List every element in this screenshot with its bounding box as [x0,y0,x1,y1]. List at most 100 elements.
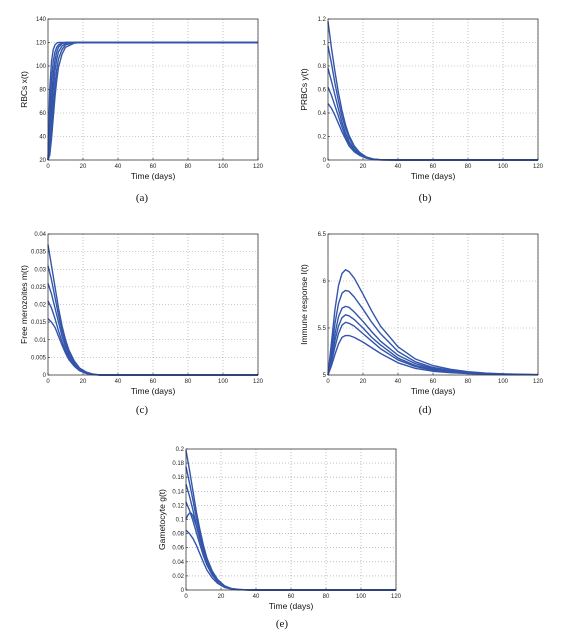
x-tick-label: 20 [218,594,225,600]
y-tick-label: 0.18 [172,461,184,467]
y-tick-label: 0.005 [31,355,47,361]
x-tick-label: 80 [465,164,472,170]
plot-frame [47,233,259,376]
y-tick-label: 0 [43,373,47,379]
chart-c-svg: 0 20 40 60 80 100 120 0 0.005 0.01 0.015 0.02 0.025 0… [19,232,264,396]
x-tick-label: 0 [46,164,50,170]
plot-frame [327,233,539,376]
x-tick-label: 40 [395,379,402,385]
x-tick-label: 120 [533,164,544,170]
y-tick-label: 0.2 [318,135,327,141]
caption-a: (a) [135,192,149,204]
x-tick-label: 60 [430,379,437,385]
x-tick-label: 80 [323,594,330,600]
x-tick-label: 60 [288,594,295,600]
y-tick-label: 0.2 [176,447,185,453]
y-tick-label: 6 [323,279,327,285]
x-tick-label: 100 [218,164,229,170]
y-tick-label: 80 [39,88,46,94]
chart-panel-c: 0 20 40 60 80 100 120 0 0.005 0.01 0.015 0.02 0.025 0… [0,215,280,420]
chart-d-svg: 0 20 40 60 80 100 120 5 5.5 6 6.5 Time (days) Immune… [299,232,544,396]
y-tick-label: 0.1 [176,518,185,524]
y-tick-label: 0.02 [34,303,46,309]
series-line-d-6 [327,334,539,376]
y-tick-label: 20 [39,158,46,164]
x-tick-label: 40 [395,164,402,170]
y-tick-label: 0 [323,158,327,164]
x-tick-label: 20 [80,164,87,170]
y-tick-label: 0.14 [172,489,184,495]
x-tick-label: 40 [115,379,122,385]
x-axis-label: Time (days) [411,171,456,181]
x-tick-label: 100 [498,379,509,385]
caption-c: (c) [135,404,149,416]
y-tick-label: 100 [36,64,47,70]
y-tick-label: 0 [181,588,185,594]
y-tick-label: 0.035 [31,250,47,256]
y-tick-label: 0.04 [172,560,184,566]
x-tick-label: 120 [533,379,544,385]
x-axis-label: Time (days) [131,171,176,181]
y-tick-label: 0.03 [34,267,46,273]
x-tick-label: 40 [253,594,260,600]
y-tick-label: 0.06 [172,546,184,552]
caption-d: (d) [418,404,432,416]
x-tick-label: 0 [326,379,330,385]
x-tick-label: 120 [253,164,264,170]
series-line-a-6 [47,41,258,161]
y-tick-label: 6.5 [318,232,327,238]
x-tick-label: 60 [150,164,157,170]
series-line-b-4 [327,86,538,161]
x-axis-label: Time (days) [269,601,314,611]
chart-panel-e: 0 20 40 60 80 100 120 0 0.02 0.04 0.06 0.08 0.1 0.12 0… [140,430,420,635]
y-tick-label: 0.01 [34,338,46,344]
y-tick-label: 60 [39,111,46,117]
y-axis-label: Immune response I(t) [299,264,309,345]
chart-panel-b: 0 20 40 60 80 100 120 0 0.2 0.4 0.6 0.8 1 1.2 Time (da… [285,0,563,205]
caption-b: (b) [418,192,432,204]
y-axis-label: PRBCs y(t) [299,68,309,111]
y-tick-label: 0.08 [172,532,184,538]
y-tick-label: 1.2 [318,17,327,23]
y-tick-label: 0.02 [172,574,184,580]
x-tick-label: 80 [465,379,472,385]
x-tick-label: 20 [360,164,367,170]
y-tick-label: 0.12 [172,503,184,509]
y-tick-label: 0.015 [31,320,47,326]
x-tick-label: 20 [360,379,367,385]
x-tick-label: 0 [46,379,50,385]
plot-frame [47,18,259,161]
chart-panel-d: 0 20 40 60 80 100 120 5 5.5 6 6.5 Time (days) Immune… [285,215,563,420]
x-axis-label: Time (days) [131,386,176,396]
y-axis-label: Free merozoites m(t) [19,265,29,344]
x-tick-label: 100 [218,379,229,385]
x-tick-label: 20 [80,379,87,385]
x-axis-label: Time (days) [411,386,456,396]
x-tick-label: 120 [253,379,264,385]
x-tick-label: 60 [150,379,157,385]
x-tick-label: 80 [185,379,192,385]
y-tick-label: 140 [36,17,47,23]
x-tick-label: 0 [184,594,188,600]
x-tick-label: 0 [326,164,330,170]
y-tick-label: 0.6 [318,88,327,94]
plot-frame [327,18,539,161]
y-tick-label: 5 [323,373,327,379]
x-tick-label: 100 [498,164,509,170]
x-tick-label: 60 [430,164,437,170]
y-tick-label: 5.5 [318,326,327,332]
y-tick-label: 0.8 [318,64,327,70]
y-axis-label: Gametocyte g(t) [157,489,167,550]
y-tick-label: 0.04 [34,232,46,238]
chart-panel-a: 0 20 40 60 80 100 120 20 40 60 80 100 120 140 Time (da… [0,0,280,205]
y-tick-label: 120 [36,41,47,47]
y-axis-label: RBCs x(t) [19,71,29,108]
y-tick-label: 40 [39,135,46,141]
y-tick-label: 0.4 [318,111,327,117]
caption-e: (e) [275,618,289,630]
x-tick-label: 80 [185,164,192,170]
chart-e-svg: 0 20 40 60 80 100 120 0 0.02 0.04 0.06 0.08 0.1 0.12 0… [157,447,402,611]
x-tick-label: 40 [115,164,122,170]
plot-frame [185,448,397,591]
